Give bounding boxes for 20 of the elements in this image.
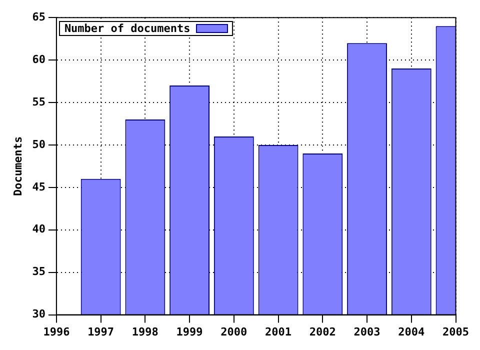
- x-tick-label: 2001: [265, 325, 292, 338]
- y-tick-label: 65: [32, 10, 46, 24]
- x-tick-label: 2004: [398, 325, 426, 338]
- x-tick-label: 2005: [442, 325, 470, 338]
- y-tick-label: 50: [32, 138, 46, 151]
- y-tick-label: 30: [32, 308, 46, 321]
- x-tick-label: 1997: [88, 325, 114, 338]
- y-tick-label: 45: [32, 180, 46, 194]
- y-tick-label: 35: [32, 265, 46, 278]
- x-tick-label: 1996: [43, 325, 70, 338]
- x-tick-label: 1999: [176, 325, 203, 338]
- y-axis-title: Documents: [11, 136, 24, 196]
- y-tick-label: 40: [32, 222, 46, 236]
- x-tick-label: 2002: [309, 325, 336, 338]
- x-tick-label: 2000: [220, 325, 248, 338]
- y-tick-label: 60: [32, 52, 46, 66]
- y-tick-label: 55: [32, 95, 46, 108]
- x-tick-label: 2003: [354, 325, 380, 338]
- legend-box: Number of documents: [59, 20, 234, 36]
- x-tick-label: 1998: [132, 325, 158, 338]
